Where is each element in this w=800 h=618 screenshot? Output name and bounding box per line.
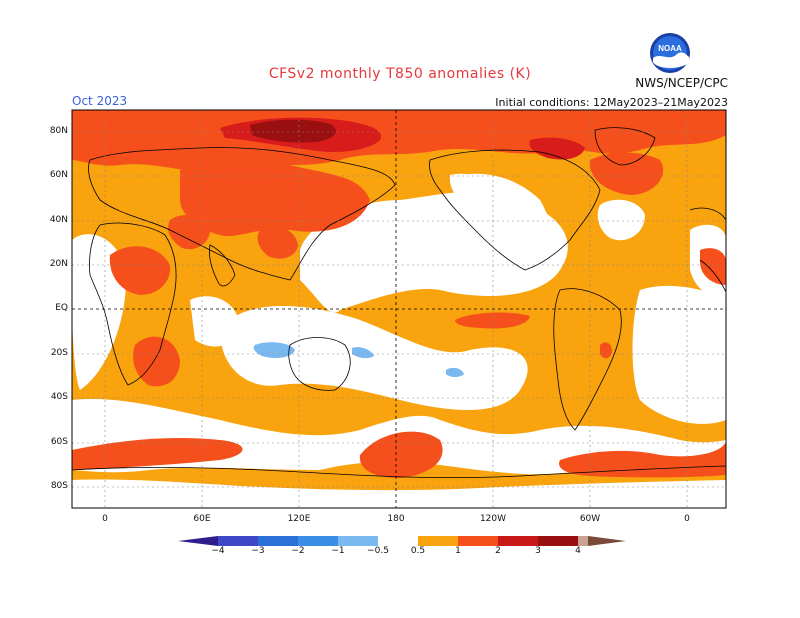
coastline-greenland (594, 127, 656, 166)
colorbar-swatch-3-4 (538, 536, 578, 546)
colorbar-tick-label: 1 (455, 546, 461, 556)
neutral-region-antarctic (72, 479, 726, 508)
anomaly-1-2-saudi (168, 214, 210, 250)
x-tick-label: 60E (193, 514, 211, 524)
agency-label: NWS/NCEP/CPC (635, 76, 728, 90)
colorbar-tick-label: 4 (575, 546, 581, 556)
colorbar-tick-label: −0.5 (367, 546, 389, 556)
lat-lon-grid (72, 110, 726, 508)
neutral-region-indian-ocean (190, 296, 240, 347)
neutral-region-atlantic (632, 285, 726, 424)
x-tick-label: 180 (387, 514, 405, 524)
colorbar-arrow-max (588, 536, 626, 546)
colorbar-tick-label: −3 (251, 546, 265, 556)
coastline-india (209, 244, 236, 287)
colorbar-tick-label: −1 (331, 546, 345, 556)
colorbar-tick-label: 2 (495, 546, 501, 556)
coastline-australia (288, 337, 351, 391)
y-tick-label: 60S (50, 437, 68, 447)
anomaly-1-2-north-africa (109, 246, 171, 295)
anomaly-1-2-east-africa (700, 248, 726, 285)
anomaly-1-2-siberia (180, 159, 370, 237)
anomaly-neg-05-1-indian (253, 342, 295, 358)
anomaly-neg-05-1-pacific (352, 347, 374, 359)
y-tick-label: 20S (50, 348, 68, 358)
anomaly-neg-05-1-south-pacific (446, 367, 464, 377)
y-tick-label: 40S (50, 392, 68, 402)
coastline-north-america (429, 149, 601, 271)
x-tick-label: 0 (684, 514, 690, 524)
y-tick-label: 60N (49, 170, 68, 180)
coastline-africa-east (689, 207, 726, 293)
anomaly-3-4-arctic-core (250, 119, 336, 143)
colorbar-tick-label: 0.5 (410, 546, 426, 556)
colorbar-swatch-2-3 (498, 536, 538, 546)
colorbar-swatch-4 (578, 536, 588, 546)
initial-conditions: Initial conditions: 12May2023–21May2023 (495, 96, 728, 109)
x-tick-label: 0 (102, 514, 108, 524)
colorbar-tick-label: −2 (291, 546, 305, 556)
neutral-region-north-america (449, 173, 502, 217)
map-title: CFSv2 monthly T850 anomalies (K) (268, 66, 532, 82)
colorbar-swatch-n4-n3 (218, 536, 258, 546)
anomaly-field (72, 110, 726, 508)
forecast-month: Oct 2023 (72, 94, 128, 108)
colorbar-swatch-n2-n1 (298, 536, 338, 546)
colorbar-swatch-n1-n05 (338, 536, 378, 546)
anomaly-1-2-southern-africa (133, 336, 180, 387)
x-tick-label: 120W (479, 514, 507, 524)
y-tick-label: 40N (49, 215, 68, 225)
colorbar-swatch-n3-n2 (258, 536, 298, 546)
coastline-south-america (553, 288, 622, 431)
colorbar-tick-label: −4 (211, 546, 225, 556)
noaa-logo-icon: NOAA (650, 33, 690, 73)
x-tick-label: 120E (287, 514, 311, 524)
logo-text: NOAA (658, 44, 682, 53)
anomaly-1-2-southern-ocean (72, 438, 243, 470)
y-tick-label: EQ (55, 303, 68, 313)
anomaly-2-3-canada (529, 137, 585, 160)
neutral-region-south-pacific (220, 306, 528, 410)
x-tick-label: 60W (579, 514, 601, 524)
colorbar-swatch-1-2 (458, 536, 498, 546)
coastline-eurasia (88, 147, 396, 281)
colorbar-swatch-neutral (378, 536, 418, 546)
anomaly-1-2-greenland (589, 152, 664, 195)
equator-dateline (72, 110, 726, 508)
anomaly-1-2-drake (559, 440, 726, 478)
colorbar-arrow-min (178, 536, 218, 546)
colorbar (178, 536, 626, 546)
y-tick-label: 80S (50, 481, 68, 491)
anomaly-1-2-tropical-pacific (455, 312, 530, 329)
colorbar-swatch-05-1 (418, 536, 458, 546)
coastlines (72, 127, 726, 479)
coastline-antarctica (72, 465, 726, 479)
map-frame (71, 109, 727, 509)
neutral-region-north-atlantic (597, 199, 645, 241)
y-tick-label: 20N (49, 259, 68, 269)
colorbar-tick-label: 3 (535, 546, 541, 556)
y-tick-label: 80N (49, 126, 68, 136)
anomaly-1-2-china (257, 226, 298, 259)
anomaly-1-2-south-pacific (359, 431, 443, 478)
coastline-africa (89, 222, 177, 386)
